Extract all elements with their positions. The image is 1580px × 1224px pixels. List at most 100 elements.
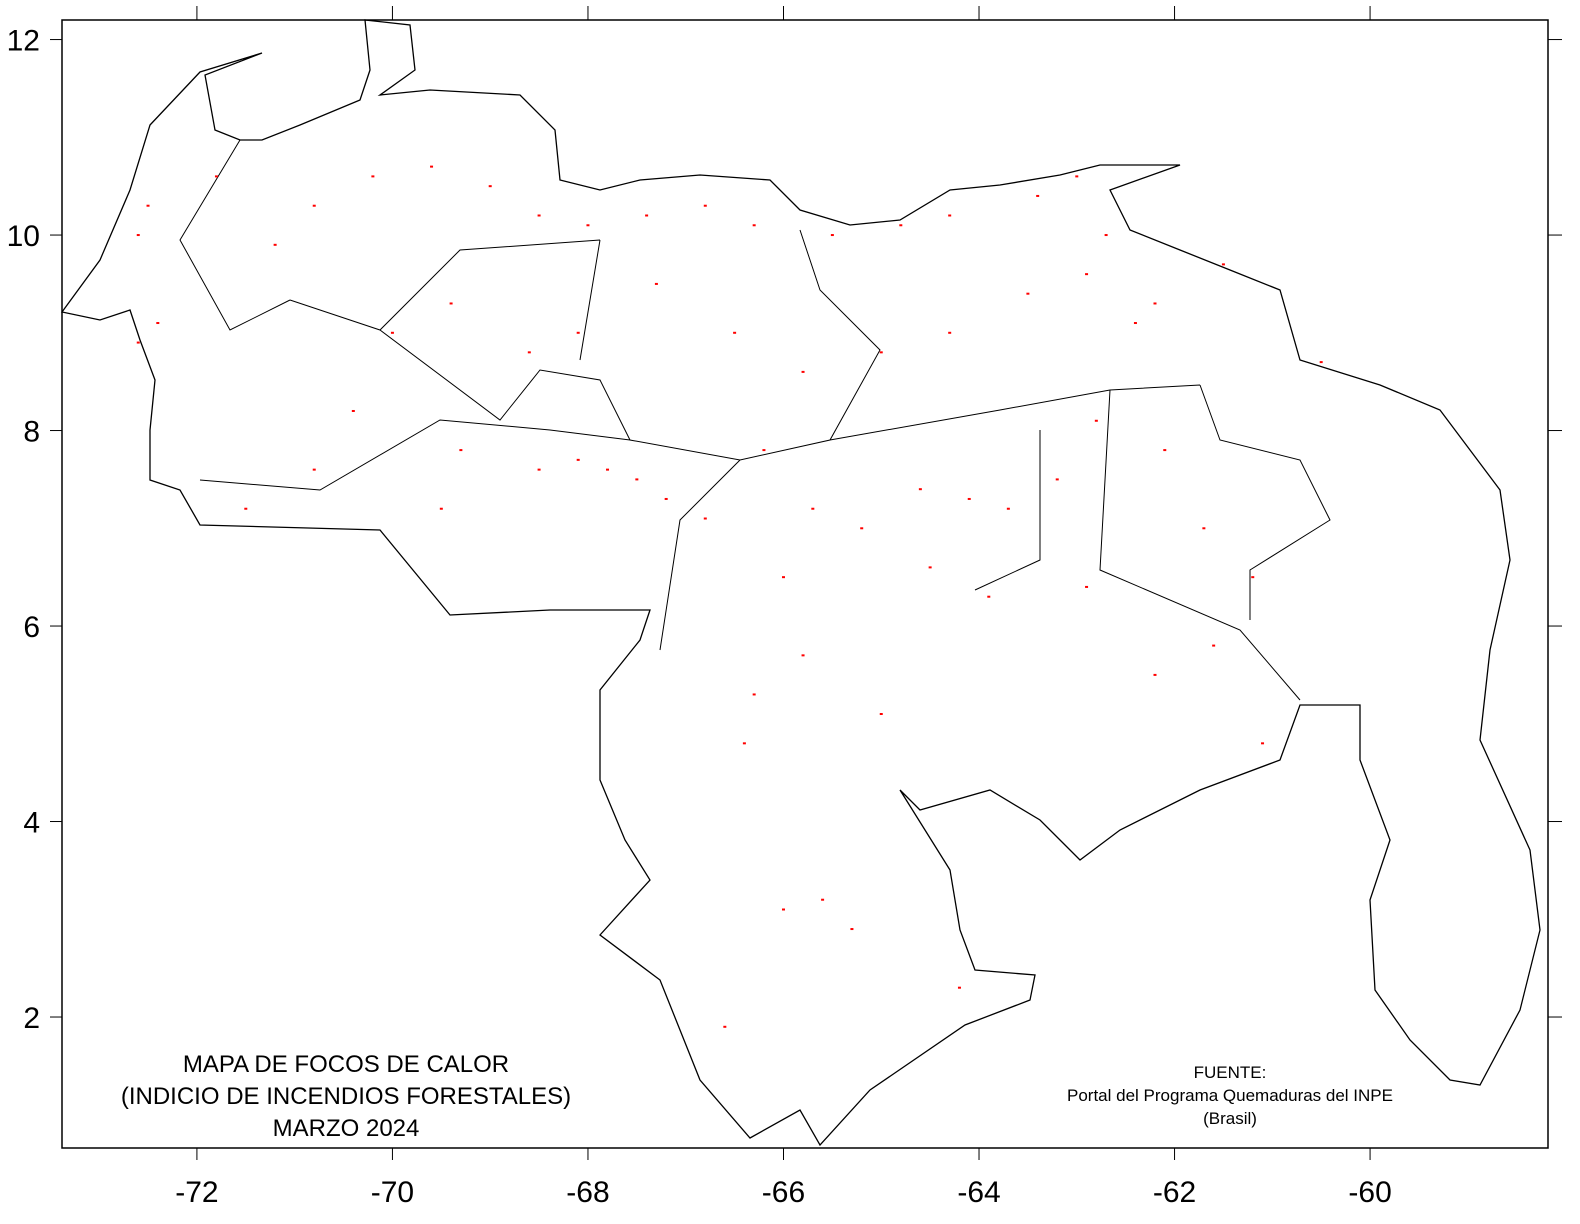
fire-point [576,458,580,461]
map-layer [136,165,1323,1028]
y-tick-label: 6 [23,611,40,644]
fire-point [537,214,541,217]
fire-point [850,928,854,931]
source-line: (Brasil) [1203,1109,1257,1128]
source-line: Portal del Programa Quemaduras del INPE [1067,1086,1393,1105]
fire-point [821,898,825,901]
fire-point [1085,273,1089,276]
y-tick-label: 2 [23,1002,40,1035]
fire-point [1221,263,1225,266]
y-tick-label: 12 [7,25,40,58]
fire-point [801,370,805,373]
fire-point [430,165,434,168]
fire-point [879,351,883,354]
fire-point [390,331,394,334]
fire-point [606,468,610,471]
fire-point [244,507,248,510]
fire-point [733,331,737,334]
fire-point [1133,322,1137,325]
y-tick-label: 10 [7,220,40,253]
fire-point [635,478,639,481]
source-note: FUENTE: Portal del Programa Quemaduras d… [1067,1063,1393,1128]
source-line: FUENTE: [1194,1063,1267,1082]
x-tick-label: -60 [1348,1176,1391,1209]
fire-point [967,497,971,500]
fire-point [136,341,140,344]
y-tick-label: 8 [23,416,40,449]
fire-point [1026,292,1030,295]
fire-point [439,507,443,510]
fire-point [1075,175,1079,178]
fire-point [1104,234,1108,237]
fire-point [664,497,668,500]
fire-point [781,908,785,911]
fire-point [312,204,316,207]
fire-point [312,468,316,471]
country-outline [60,19,1541,1147]
fire-point [1251,576,1255,579]
fire-point [752,693,756,696]
fire-point [1261,742,1265,745]
fire-point [576,331,580,334]
fire-point [449,302,453,305]
fire-point [645,214,649,217]
fire-point [899,224,903,227]
fire-point [1153,673,1157,676]
fire-point [156,322,160,325]
x-tick-label: -64 [957,1176,1000,1209]
fire-point [879,713,883,716]
title-block: MAPA DE FOCOS DE CALOR (INDICIO DE INCEN… [121,1051,571,1142]
fire-point [1094,419,1098,422]
fire-point [781,576,785,579]
fire-point [811,507,815,510]
plot-frame [61,19,1549,1149]
fire-point [918,488,922,491]
fire-point [752,224,756,227]
fire-point [928,566,932,569]
fire-point [351,409,355,412]
title-line: MAPA DE FOCOS DE CALOR [183,1051,509,1078]
fire-point [371,175,375,178]
fire-point [214,175,218,178]
fire-point [703,204,707,207]
fire-point [1055,478,1059,481]
fire-point [1319,361,1323,364]
fire-point [723,1025,727,1028]
fire-point [527,351,531,354]
y-tick-label: 4 [23,807,40,840]
fire-point [742,742,746,745]
fire-point [136,234,140,237]
x-tick-label: -72 [175,1176,218,1209]
title-line: MARZO 2024 [273,1115,420,1142]
fire-point [1212,644,1216,647]
fire-point [1036,194,1040,197]
state-borders [179,139,1331,701]
fire-point [146,204,150,207]
fire-point [459,449,463,452]
fire-point [801,654,805,657]
fire-point [1085,585,1089,588]
fire-point [537,468,541,471]
fire-point [987,595,991,598]
title-line: (INDICIO DE INCENDIOS FORESTALES) [121,1083,571,1110]
fire-point [488,185,492,188]
fire-point [957,986,961,989]
fire-point [586,224,590,227]
x-tick-label: -70 [371,1176,414,1209]
fire-point [703,517,707,520]
fire-point [654,282,658,285]
fire-point [273,243,277,246]
fire-point [762,449,766,452]
fire-point [1153,302,1157,305]
fire-point [830,234,834,237]
fire-point [1163,449,1167,452]
x-tick-label: -62 [1153,1176,1196,1209]
fire-point [948,331,952,334]
fire-point [948,214,952,217]
x-tick-label: -68 [566,1176,609,1209]
fire-point [860,527,864,530]
x-tick-label: -66 [762,1176,805,1209]
fire-point [1006,507,1010,510]
